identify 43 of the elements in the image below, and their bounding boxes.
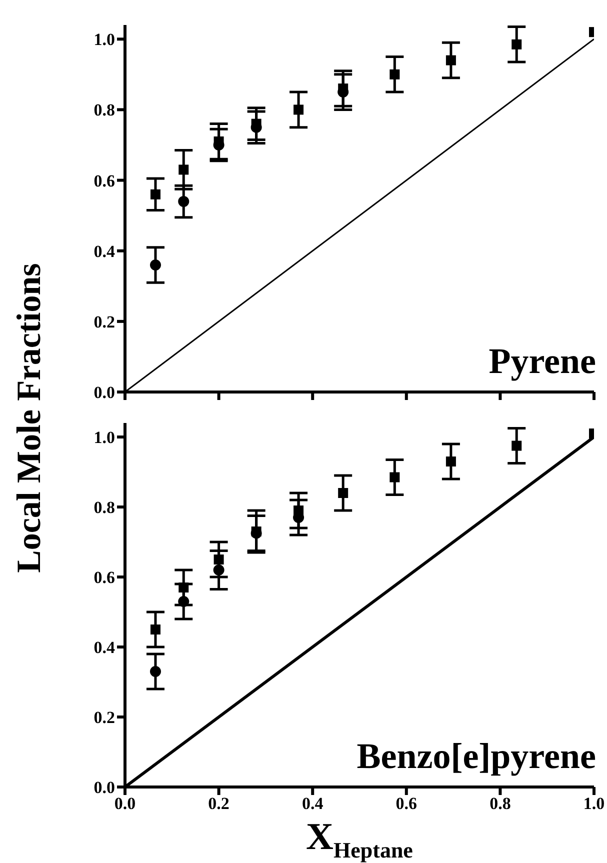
y-tick-label: 0.8 (94, 100, 115, 120)
point (214, 554, 224, 564)
x-tick-label: 0.0 (114, 794, 136, 814)
point (294, 104, 304, 115)
point (512, 440, 522, 451)
point (150, 666, 161, 677)
y-tick-label: 1.0 (94, 428, 115, 448)
x-tick-label: 1.0 (583, 794, 605, 814)
point (390, 472, 400, 482)
point (390, 69, 400, 80)
point (294, 506, 304, 516)
y-tick-label: 0.6 (94, 171, 115, 190)
point (338, 488, 348, 498)
point (446, 55, 456, 66)
point (150, 189, 160, 200)
x-tick-label: 0.6 (396, 794, 418, 814)
point (512, 39, 522, 50)
point (213, 564, 224, 576)
x-tick-label: 0.2 (208, 794, 230, 814)
point (251, 526, 262, 536)
y-tick-label: 1.0 (94, 30, 115, 50)
y-tick-label: 0.2 (94, 312, 115, 332)
x-tick-label: 0.4 (302, 794, 324, 814)
point (178, 164, 189, 175)
annotation: Benzo[e]pyrene (356, 735, 596, 777)
point (446, 456, 456, 466)
point (178, 596, 190, 607)
point (178, 196, 190, 207)
point (178, 582, 189, 592)
point (150, 624, 160, 634)
y-tick-label: 0.4 (94, 242, 116, 261)
y-axis-title: Local Mole Fractions (11, 263, 49, 573)
x-tick-label: 0.8 (490, 794, 511, 814)
y-tick-label: 0.0 (94, 383, 115, 402)
y-tick-label: 0.6 (94, 568, 115, 588)
y-tick-label: 0.8 (94, 498, 115, 518)
y-tick-label: 0.4 (94, 638, 116, 658)
point (338, 84, 348, 94)
x-axis-title: X$_{Heptane}$ (305, 816, 414, 863)
y-tick-label: 0.2 (94, 708, 115, 728)
point (150, 259, 161, 270)
annotation: Pyrene (488, 340, 596, 382)
y-tick-label: 0.0 (94, 778, 115, 798)
